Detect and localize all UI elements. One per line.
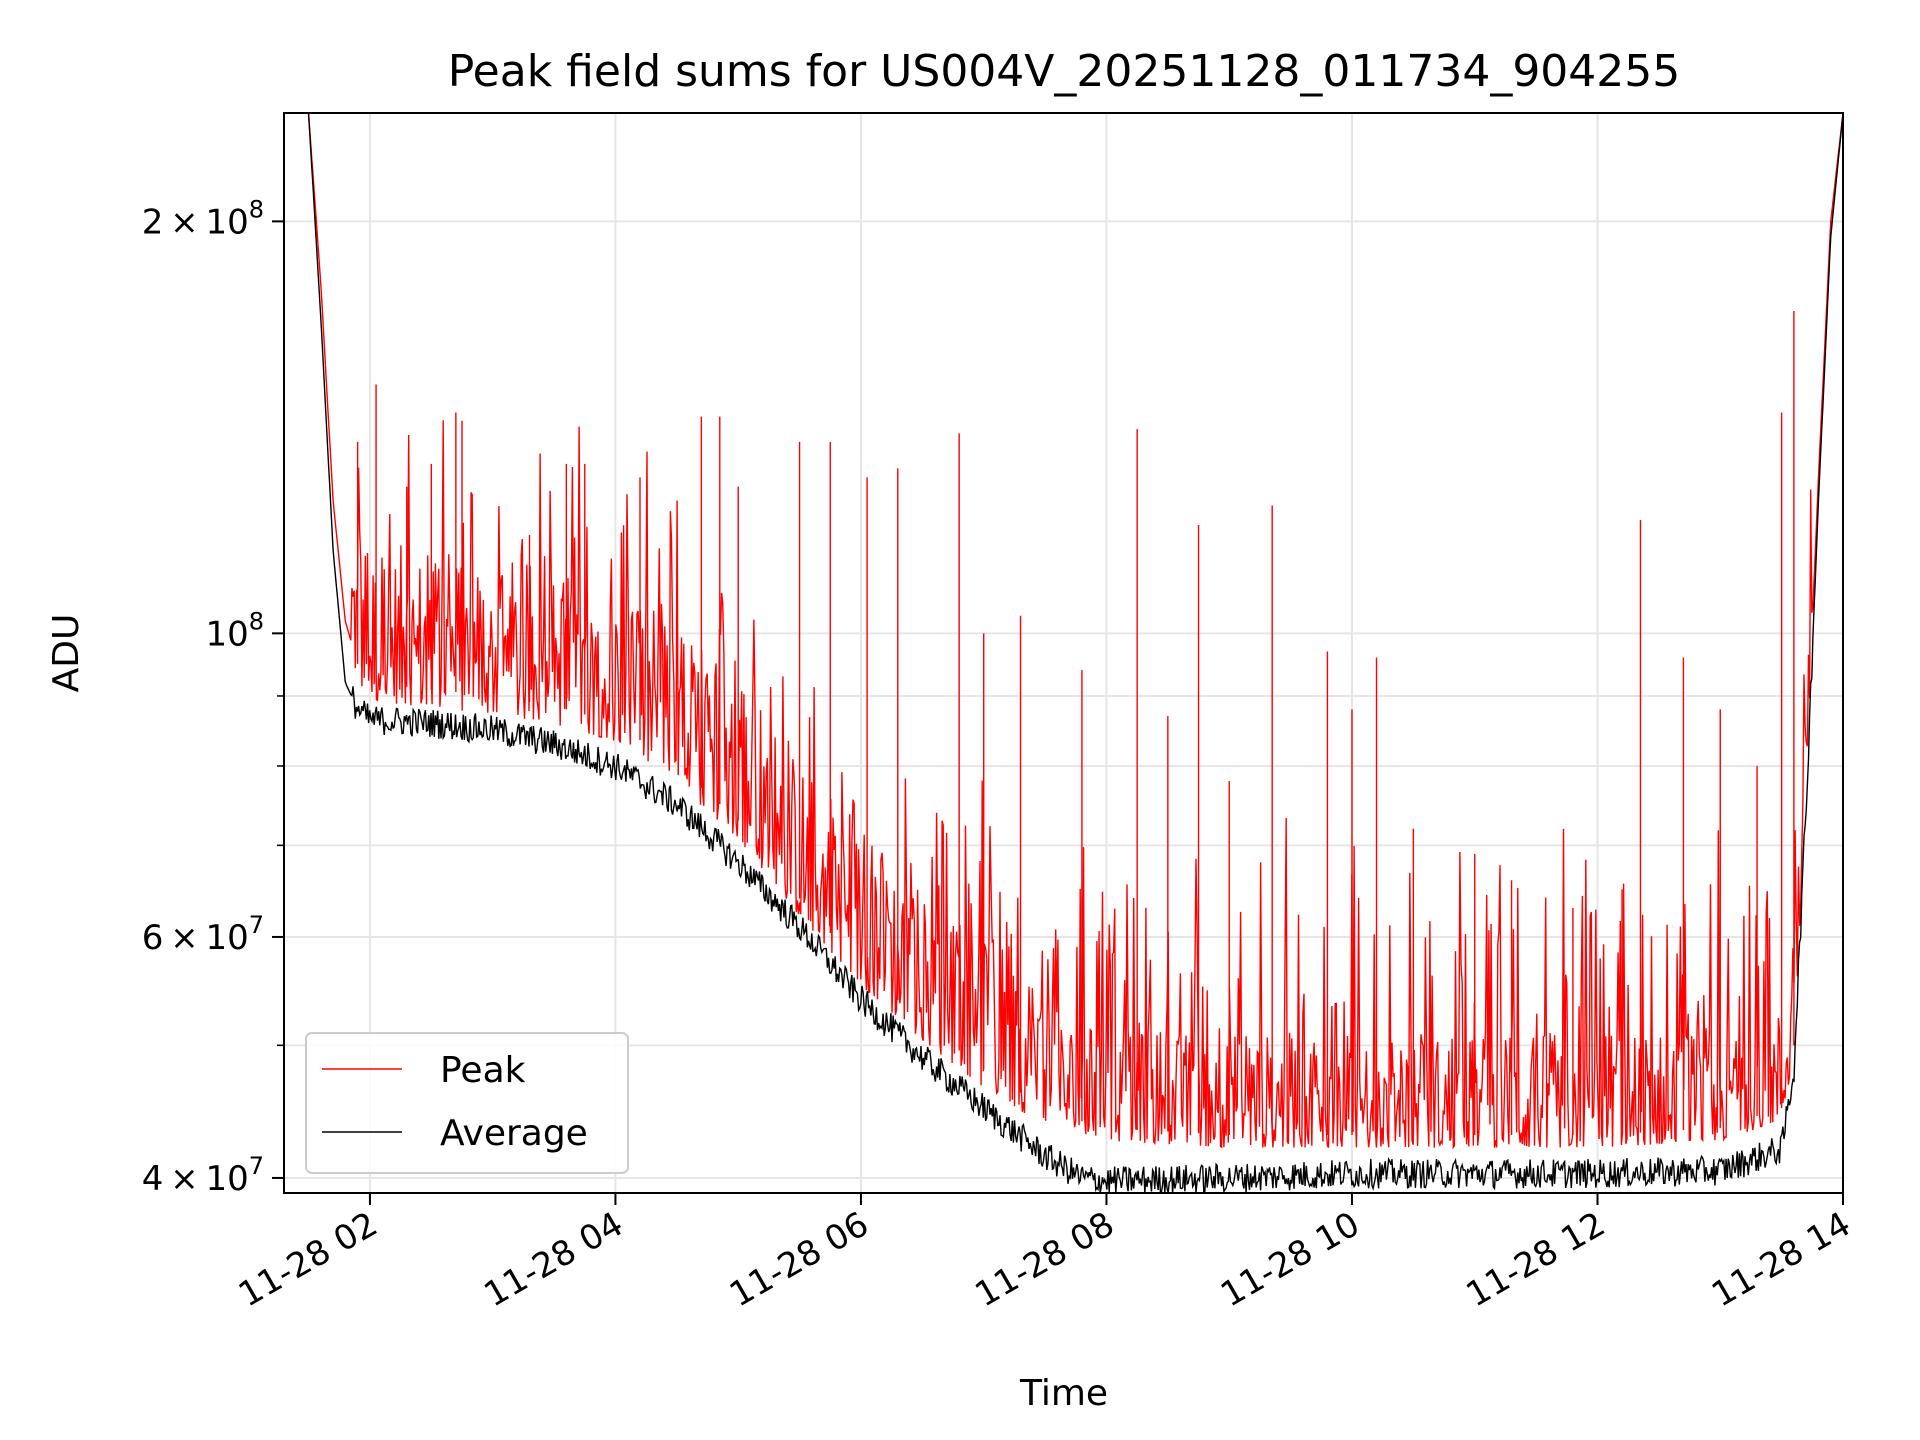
y-axis-label: ADU <box>46 614 87 693</box>
y-axis: 4 × 107 6 × 107 108 2 × 108 <box>142 195 284 1199</box>
x-axis-label: Time <box>1019 1373 1108 1414</box>
legend-label-peak: Peak <box>440 1050 526 1091</box>
legend-box <box>305 1032 629 1174</box>
plot-area <box>284 113 1843 1193</box>
chart-title: Peak field sums for US004V_20251128_0117… <box>448 46 1681 97</box>
y-tick-label: 2 × 108 <box>142 195 264 242</box>
y-tick-label: 4 × 107 <box>142 1152 264 1199</box>
plot-frame <box>283 112 1844 1194</box>
legend-label-average: Average <box>440 1113 588 1154</box>
legend: Peak Average <box>305 1032 629 1174</box>
y-tick-label: 6 × 107 <box>142 911 264 958</box>
series-peak-line <box>284 113 1843 1150</box>
series-average-line <box>284 113 1843 1193</box>
y-tick-label: 108 <box>205 607 264 654</box>
